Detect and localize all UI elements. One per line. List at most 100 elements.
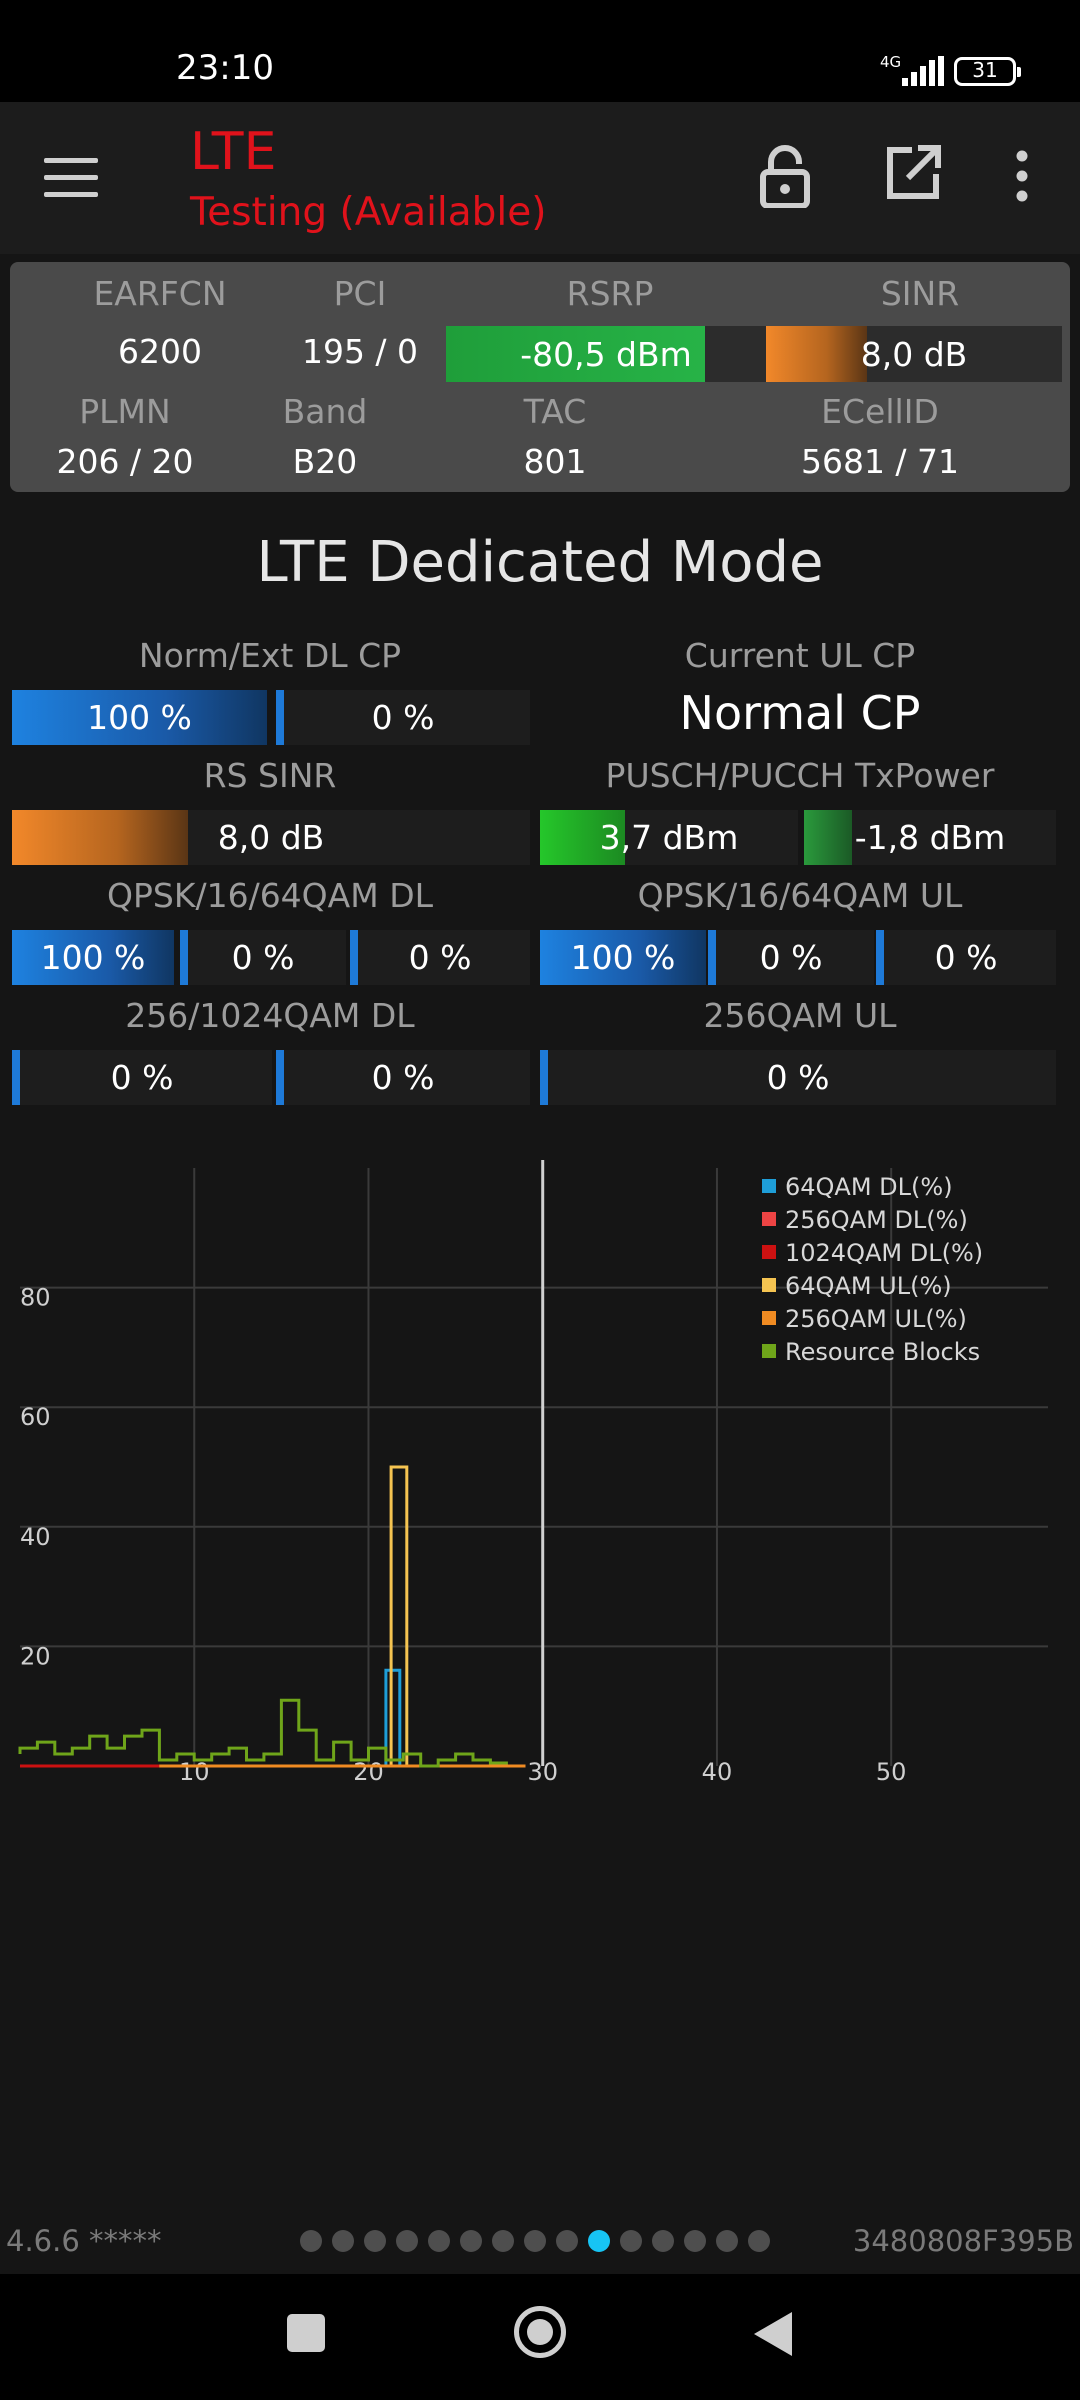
page-dot[interactable] [748, 2230, 770, 2252]
rs-sinr-label: RS SINR [203, 756, 337, 795]
qam256-dl-bar: 0 % [12, 1050, 272, 1105]
legend-swatch [762, 1212, 776, 1226]
qam256-dl-fill [12, 1050, 20, 1105]
page-dot[interactable] [364, 2230, 386, 2252]
qam1024-dl-bar: 0 % [276, 1050, 530, 1105]
qam-ul-qpsk-bar: 100 % [540, 930, 706, 985]
dl-cp-normal-fill [12, 690, 267, 745]
battery-icon: 31 [954, 57, 1021, 86]
dl-cp-normal-bar: 100 % [12, 690, 267, 745]
ul-cp-label: Current UL CP [684, 636, 916, 675]
sinr-bar: 8,0 dB [766, 326, 1062, 382]
ecellid-value: 5681 / 71 [800, 442, 960, 481]
system-nav-bar [0, 2274, 1080, 2400]
page-dot[interactable] [524, 2230, 546, 2252]
legend-label: 256QAM UL(%) [785, 1305, 967, 1333]
pci-label: PCI [333, 274, 387, 313]
page-dot[interactable] [620, 2230, 642, 2252]
back-icon[interactable] [754, 2312, 792, 2356]
qam-ul-16qam-fill [708, 930, 716, 985]
rs-sinr-fill [12, 810, 189, 865]
qam-ul-16qam-value: 0 % [759, 938, 823, 977]
pci-value: 195 / 0 [301, 332, 419, 371]
open-external-icon[interactable] [884, 144, 942, 202]
series-line [20, 1668, 526, 1768]
page-dot[interactable] [588, 2230, 610, 2252]
dl-cp-extended-bar: 0 % [276, 690, 530, 745]
qam-ul-16qam-bar: 0 % [708, 930, 874, 985]
qam256-dl-label: 256/1024QAM DL [125, 996, 415, 1035]
sinr-bar-fill [766, 326, 867, 382]
sinr-value: 8,0 dB [860, 334, 968, 374]
rsrp-value: -80,5 dBm [520, 334, 692, 374]
ul-cp-value: Normal CP [679, 686, 921, 740]
clock: 23:10 [176, 48, 274, 88]
earfcn-value: 6200 [118, 332, 202, 371]
menu-icon[interactable] [44, 158, 98, 198]
band-value: B20 [292, 442, 358, 481]
page-dot[interactable] [684, 2230, 706, 2252]
pucch-power-bar: -1,8 dBm [804, 810, 1056, 865]
plmn-label: PLMN [79, 392, 171, 431]
qam256-dl-value: 0 % [110, 1058, 174, 1097]
chart-legend: 64QAM DL(%) 256QAM DL(%) 1024QAM DL(%) 64QA… [762, 1173, 983, 1366]
rsrp-label: RSRP [566, 274, 654, 313]
chart-grid [20, 1160, 1048, 1766]
legend-label: 64QAM DL(%) [785, 1173, 953, 1201]
legend-swatch [762, 1278, 776, 1292]
app-bar: LTE Testing (Available) [0, 102, 1080, 254]
qam256-ul-fill [540, 1050, 548, 1105]
page-dot[interactable] [652, 2230, 674, 2252]
legend-label: Resource Blocks [785, 1338, 980, 1366]
app-subtitle: Testing (Available) [190, 190, 547, 235]
plmn-value: 206 / 20 [56, 442, 194, 481]
dl-cp-label: Norm/Ext DL CP [138, 636, 402, 675]
y-tick-label: 60 [20, 1403, 51, 1431]
qam256-ul-label: 256QAM UL [703, 996, 897, 1035]
qam-ul-qpsk-fill [540, 930, 706, 985]
dl-cp-extended-value: 0 % [371, 698, 435, 737]
qam-dl-64qam-value: 0 % [408, 938, 472, 977]
pusch-power-value: 3,7 dBm [599, 818, 739, 857]
x-tick-label: 20 [353, 1758, 384, 1786]
legend-swatch [762, 1179, 776, 1193]
page-dot[interactable] [332, 2230, 354, 2252]
more-vert-icon[interactable] [1010, 150, 1034, 202]
page-indicator[interactable] [300, 2230, 770, 2254]
x-tick-label: 10 [179, 1758, 210, 1786]
status-bar: 23:10 4G 31 [0, 0, 1080, 102]
legend-swatch [762, 1344, 776, 1358]
page-dot[interactable] [396, 2230, 418, 2252]
cell-info-panel: EARFCN PCI RSRP SINR 6200 195 / 0 -80,5 … [10, 262, 1070, 492]
qam256-ul-bar: 0 % [540, 1050, 1056, 1105]
section-title: LTE Dedicated Mode [256, 530, 824, 595]
x-tick-label: 30 [527, 1758, 558, 1786]
home-icon[interactable] [514, 2306, 566, 2358]
pucch-power-value: -1,8 dBm [854, 818, 1006, 857]
qam-ul-64qam-fill [876, 930, 884, 985]
tac-label: TAC [523, 392, 587, 431]
qam1024-dl-fill [276, 1050, 284, 1105]
recents-icon[interactable] [287, 2314, 325, 2352]
y-tick-label: 40 [20, 1523, 51, 1551]
page-dot[interactable] [300, 2230, 322, 2252]
series-line [159, 1465, 526, 1768]
rsrp-bar-fill [446, 326, 706, 382]
page-dot[interactable] [428, 2230, 450, 2252]
dl-cp-extended-fill [276, 690, 284, 745]
page-dot[interactable] [492, 2230, 514, 2252]
qam-ul-qpsk-value: 100 % [570, 938, 676, 977]
dl-cp-normal-value: 100 % [87, 698, 192, 737]
chart-ticks: 10 20 30 40 50 20 40 60 80 [20, 1284, 906, 1786]
qam-dl-16qam-fill [180, 930, 188, 985]
x-tick-label: 40 [702, 1758, 733, 1786]
qam-dl-16qam-value: 0 % [231, 938, 295, 977]
qam-dl-64qam-bar: 0 % [350, 930, 530, 985]
legend-swatch [762, 1245, 776, 1259]
page-dot[interactable] [716, 2230, 738, 2252]
qam-ul-64qam-value: 0 % [934, 938, 998, 977]
lock-open-icon[interactable] [755, 144, 815, 208]
page-dot[interactable] [460, 2230, 482, 2252]
qam-dl-qpsk-bar: 100 % [12, 930, 174, 985]
page-dot[interactable] [556, 2230, 578, 2252]
